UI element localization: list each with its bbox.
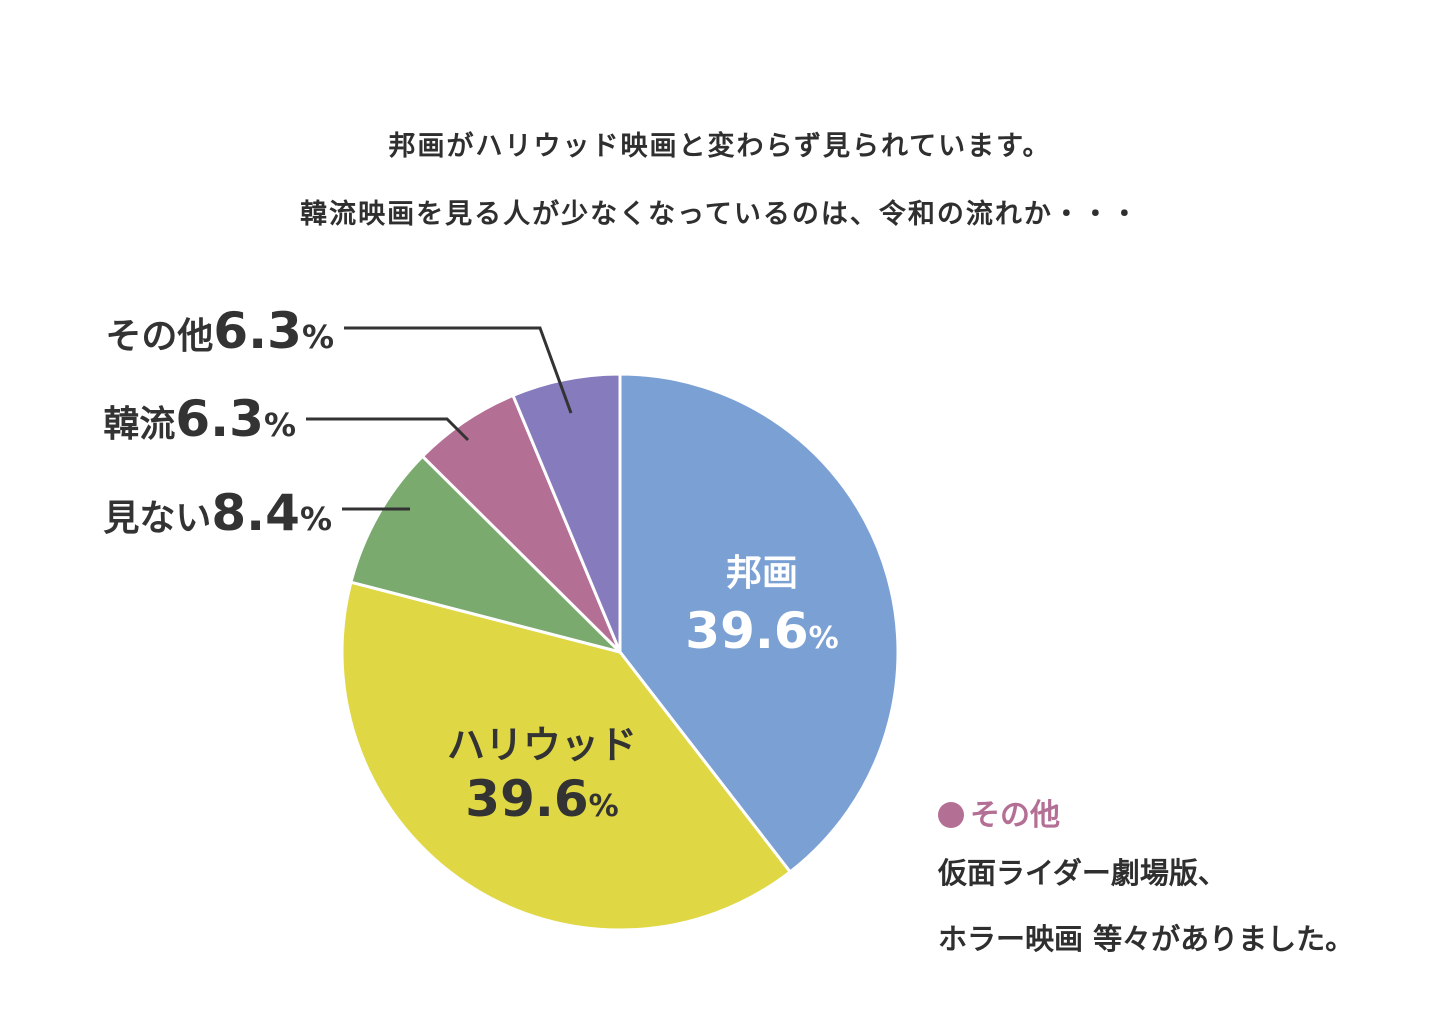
pie-slice-2 (349, 454, 622, 654)
headline-line-2: 韓流映画を見る人が少なくなっているのは、令和の流れか・・・ (300, 199, 1140, 230)
slice-outer-label-4: その他6.3% (105, 302, 334, 360)
note-title-text: その他 (970, 798, 1060, 833)
leader-line-3 (306, 417, 470, 442)
note-line-2: ホラー映画 等々がありました。 (938, 922, 1355, 956)
slice-outer-label-2: 見ない8.4% (103, 484, 332, 542)
pie-slice-0 (618, 372, 900, 874)
headline-line-1: 邦画がハリウッド映画と変わらず見られています。 (388, 131, 1052, 162)
bullet-icon (938, 802, 964, 828)
slice-value-1: 39.6% (465, 770, 618, 828)
slice-outer-label-3: 韓流6.3% (103, 390, 296, 448)
slice-label-1: ハリウッド (447, 723, 637, 767)
leader-line-4 (344, 326, 573, 414)
pie-slice-1 (340, 580, 792, 932)
slice-label-0: 邦画 (726, 553, 798, 594)
slice-value-0: 39.6% (685, 602, 838, 660)
note-line-1: 仮面ライダー劇場版、 (938, 856, 1227, 890)
pie-slice-4 (511, 372, 622, 654)
note-title: その他 (938, 790, 1060, 834)
